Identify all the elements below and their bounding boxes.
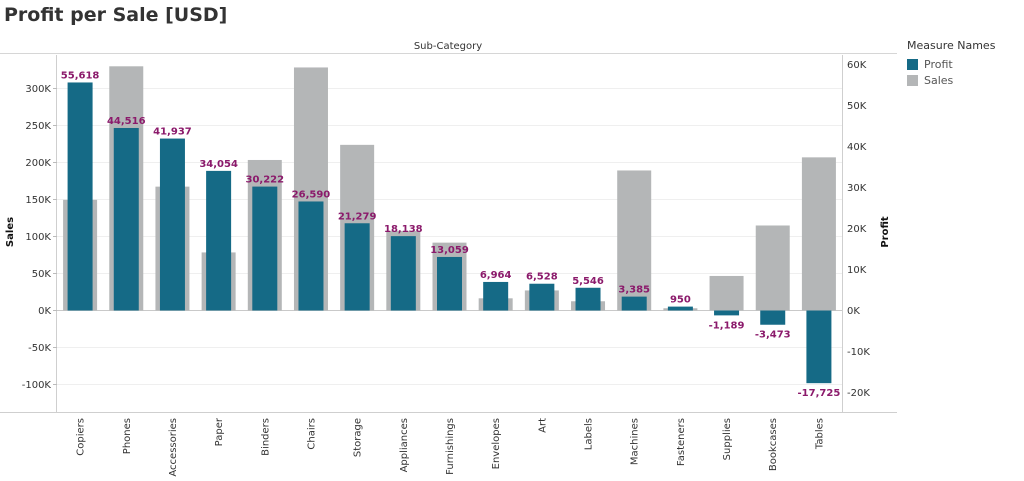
profit-bar — [529, 283, 555, 311]
profit-data-label: 21,279 — [338, 211, 377, 222]
legend-swatch-sales — [907, 74, 918, 86]
category-label: Envelopes — [491, 418, 502, 469]
profit-data-label: -17,725 — [798, 388, 841, 399]
profit-data-label: -3,473 — [755, 330, 791, 341]
profit-data-label: 5,546 — [572, 276, 604, 287]
category-label: Appliances — [399, 418, 410, 472]
profit-bar — [714, 310, 740, 316]
right-tick-label: 10K — [847, 265, 867, 276]
right-axis-title: Profit — [880, 216, 891, 248]
profit-bar — [159, 138, 185, 311]
right-tick-label: -10K — [847, 347, 870, 358]
category-label: Tables — [814, 418, 825, 450]
profit-bar — [344, 223, 370, 311]
profit-bar — [298, 201, 324, 311]
category-label: Fasteners — [676, 418, 687, 466]
sales-bar — [709, 275, 744, 311]
profit-data-label: -1,189 — [709, 320, 745, 331]
profit-data-label: 44,516 — [107, 116, 146, 127]
legend-item-profit[interactable]: Profit — [907, 56, 995, 72]
category-label: Copiers — [76, 418, 87, 456]
left-tick-label: -50K — [28, 343, 51, 354]
left-tick-label: 100K — [25, 232, 51, 243]
legend: Measure Names Profit Sales — [907, 39, 995, 88]
profit-bar — [390, 236, 416, 311]
profit-bar — [575, 287, 601, 311]
profit-bar — [252, 186, 278, 311]
left-tick-label: 50K — [32, 269, 52, 280]
legend-swatch-profit — [907, 58, 918, 70]
sales-bar — [801, 157, 836, 311]
right-tick-label: 0K — [847, 306, 860, 317]
sales-bar — [755, 225, 790, 311]
category-label: Furnishings — [445, 418, 456, 475]
category-label: Accessories — [168, 418, 179, 477]
left-tick-label: -100K — [22, 380, 52, 391]
right-tick-label: 40K — [847, 142, 867, 153]
right-tick-label: 60K — [847, 60, 867, 71]
profit-data-label: 26,590 — [292, 189, 331, 200]
category-label: Bookcases — [768, 418, 779, 471]
header-label: Sub-Category — [414, 41, 482, 52]
category-label: Binders — [260, 418, 271, 456]
sales-bar — [617, 170, 652, 311]
profit-bar — [760, 310, 786, 325]
legend-item-sales[interactable]: Sales — [907, 72, 995, 88]
profit-bar — [806, 310, 832, 384]
profit-bar — [67, 82, 93, 311]
left-tick-label: 0K — [38, 306, 51, 317]
right-tick-label: 50K — [847, 101, 867, 112]
category-label: Machines — [630, 418, 641, 465]
category-label: Supplies — [722, 418, 733, 460]
profit-bar — [206, 170, 232, 311]
profit-bar — [437, 256, 462, 311]
profit-data-label: 55,618 — [61, 70, 100, 81]
profit-data-label: 41,937 — [153, 127, 192, 138]
profit-data-label: 30,222 — [245, 175, 284, 186]
profit-data-label: 6,964 — [480, 270, 512, 281]
profit-data-label: 18,138 — [384, 224, 423, 235]
category-label: Phones — [122, 418, 133, 454]
left-tick-label: 200K — [25, 158, 51, 169]
legend-label-profit: Profit — [924, 57, 953, 71]
profit-data-label: 34,054 — [199, 159, 238, 170]
right-tick-label: -20K — [847, 388, 870, 399]
chart-title: Profit per Sale [USD] — [4, 4, 228, 26]
right-tick-label: 30K — [847, 183, 867, 194]
left-axis-title: Sales — [5, 217, 16, 247]
profit-bar — [621, 296, 647, 311]
profit-data-label: 3,385 — [618, 285, 650, 296]
category-label: Storage — [353, 418, 364, 457]
right-tick-label: 20K — [847, 224, 867, 235]
legend-title: Measure Names — [907, 39, 996, 52]
category-label: Chairs — [306, 418, 317, 450]
left-tick-label: 150K — [25, 195, 51, 206]
profit-data-label: 13,059 — [430, 245, 469, 256]
left-tick-label: 250K — [25, 121, 51, 132]
profit-data-label: 950 — [670, 295, 691, 306]
profit-data-label: 6,528 — [526, 272, 558, 283]
category-label: Art — [537, 418, 548, 433]
profit-bar — [667, 306, 693, 311]
profit-bar — [483, 281, 509, 311]
profit-bar — [113, 127, 139, 311]
legend-label-sales: Sales — [924, 73, 954, 87]
category-label: Paper — [214, 417, 225, 446]
left-tick-label: 300K — [25, 84, 51, 95]
category-label: Labels — [584, 418, 595, 450]
